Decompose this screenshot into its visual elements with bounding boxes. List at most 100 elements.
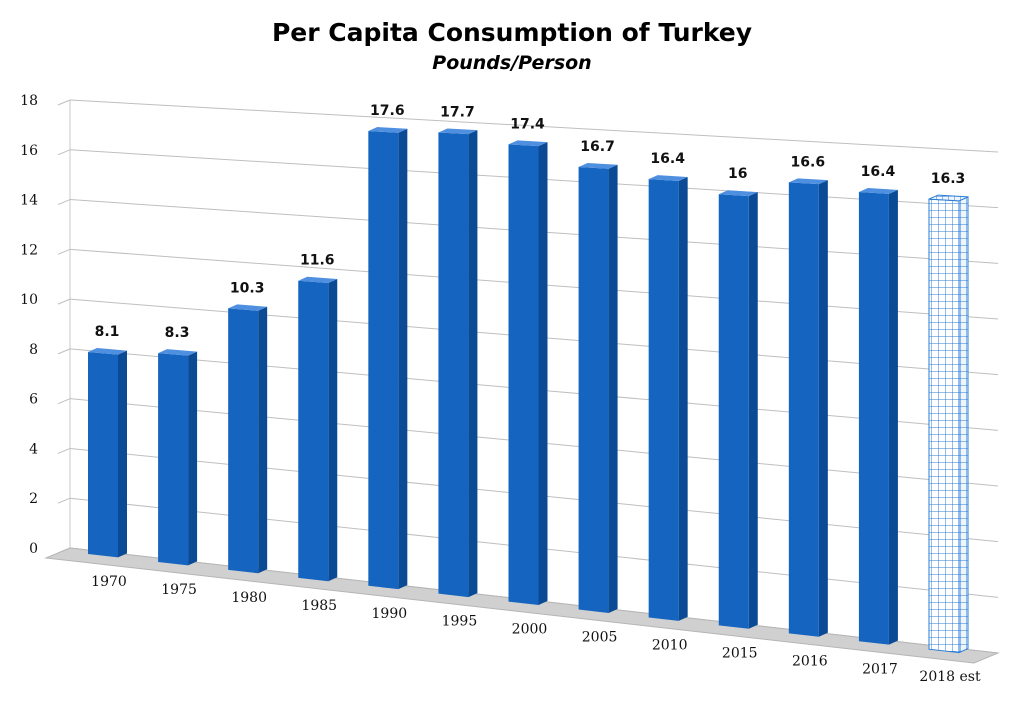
x-category-label: 2005 xyxy=(582,630,618,646)
bar-side xyxy=(888,189,898,645)
x-category-label: 1975 xyxy=(161,582,197,598)
gridline-side xyxy=(57,497,71,504)
y-axis-ticks: 0 2 4 6 8 10 12 14 16 18 xyxy=(20,93,38,557)
data-label: 17.6 xyxy=(370,103,405,119)
y-tick-label: 16 xyxy=(20,143,38,159)
bar-front xyxy=(788,182,819,637)
data-label: 16 xyxy=(728,166,747,182)
bar-2010 xyxy=(648,175,688,621)
bar-side xyxy=(188,351,198,566)
gridline-side xyxy=(57,149,71,156)
data-label: 17.4 xyxy=(510,116,545,132)
y-tick-label: 0 xyxy=(29,541,38,557)
gridline-side xyxy=(57,298,71,305)
bar-front xyxy=(368,131,399,590)
y-tick-label: 14 xyxy=(20,193,38,209)
y-tick-label: 4 xyxy=(29,441,38,457)
data-label: 16.4 xyxy=(650,151,685,167)
x-category-label: 2018 est xyxy=(919,669,981,685)
bar-2016 xyxy=(788,178,828,637)
bar-side xyxy=(328,279,338,582)
x-category-label: 1990 xyxy=(372,606,408,622)
floor-plane xyxy=(44,547,1000,664)
bar-top xyxy=(648,175,688,182)
bar-front xyxy=(718,194,749,629)
bar-side xyxy=(538,142,548,606)
bar-1980 xyxy=(228,304,268,574)
x-category-label: 2000 xyxy=(512,622,548,638)
gridline-side xyxy=(57,348,71,355)
bar-side xyxy=(748,192,758,629)
data-labels: 8.1 8.3 10.3 11.6 17.6 17.7 17.4 16.7 16.4 16 16.6… xyxy=(95,103,966,341)
bar-front xyxy=(88,351,118,558)
bar-top xyxy=(228,304,268,311)
bar-2017 xyxy=(858,188,898,645)
bar-side xyxy=(678,177,688,621)
bar-side xyxy=(118,350,127,558)
bar-top xyxy=(88,347,127,355)
data-label: 17.7 xyxy=(440,104,475,120)
bar-top xyxy=(158,349,198,356)
gridline-side xyxy=(57,199,71,206)
chart-subtitle: Pounds/Person xyxy=(432,52,592,74)
x-category-label: 1980 xyxy=(231,590,267,606)
data-label: 16.3 xyxy=(931,171,966,187)
gridline-side xyxy=(57,99,71,106)
y-tick-label: 12 xyxy=(20,242,38,258)
gridline xyxy=(69,99,999,153)
bar-front xyxy=(648,179,679,621)
x-category-label: 2016 xyxy=(792,653,828,669)
y-tick-label: 10 xyxy=(20,292,38,308)
bar-front xyxy=(228,308,259,574)
bar-1970 xyxy=(88,347,127,558)
bar-side xyxy=(608,164,618,613)
data-label: 8.1 xyxy=(95,324,120,340)
chart-title: Per Capita Consumption of Turkey xyxy=(271,18,753,47)
bar-side xyxy=(468,130,478,598)
bar-1985 xyxy=(298,276,338,582)
x-category-label: 1985 xyxy=(301,598,337,614)
bar-side xyxy=(258,306,268,574)
bar-top xyxy=(718,190,758,197)
bars xyxy=(88,127,969,654)
x-category-label: 2015 xyxy=(722,645,758,661)
bar-front xyxy=(298,280,329,582)
gridline-side xyxy=(57,398,71,405)
bar-side xyxy=(818,180,828,637)
bar-top xyxy=(368,127,408,133)
data-label: 16.7 xyxy=(580,139,615,155)
bar-1990 xyxy=(368,127,408,590)
y-tick-label: 18 xyxy=(20,93,38,109)
bar-front xyxy=(438,132,469,598)
data-label: 16.4 xyxy=(861,164,896,180)
bar-top xyxy=(788,178,828,185)
bar-2000 xyxy=(508,140,548,606)
x-category-label: 1970 xyxy=(91,574,127,590)
data-label: 11.6 xyxy=(300,253,335,269)
y-tick-label: 8 xyxy=(29,342,38,358)
y-tick-label: 2 xyxy=(29,491,38,507)
x-category-label: 2017 xyxy=(862,661,898,677)
bar-top xyxy=(858,188,898,194)
y-tick-label: 6 xyxy=(29,392,38,408)
x-category-label: 1995 xyxy=(442,614,478,630)
bar-2005 xyxy=(578,162,618,613)
data-label: 10.3 xyxy=(230,280,265,296)
gridline-side xyxy=(57,248,71,255)
bar-side xyxy=(958,196,969,654)
bar-side xyxy=(398,128,408,590)
bar-2015 xyxy=(718,190,758,629)
bar-front xyxy=(578,166,609,613)
data-label: 8.3 xyxy=(165,325,190,341)
bar-top xyxy=(508,140,548,147)
bar-2018-est xyxy=(928,194,969,654)
bar-top xyxy=(578,162,618,169)
bar-top xyxy=(298,276,338,284)
data-label: 16.6 xyxy=(791,154,826,170)
bar-front xyxy=(928,198,960,654)
bar-1995 xyxy=(438,128,478,598)
bar-front xyxy=(508,144,539,606)
x-category-label: 2010 xyxy=(652,637,688,653)
